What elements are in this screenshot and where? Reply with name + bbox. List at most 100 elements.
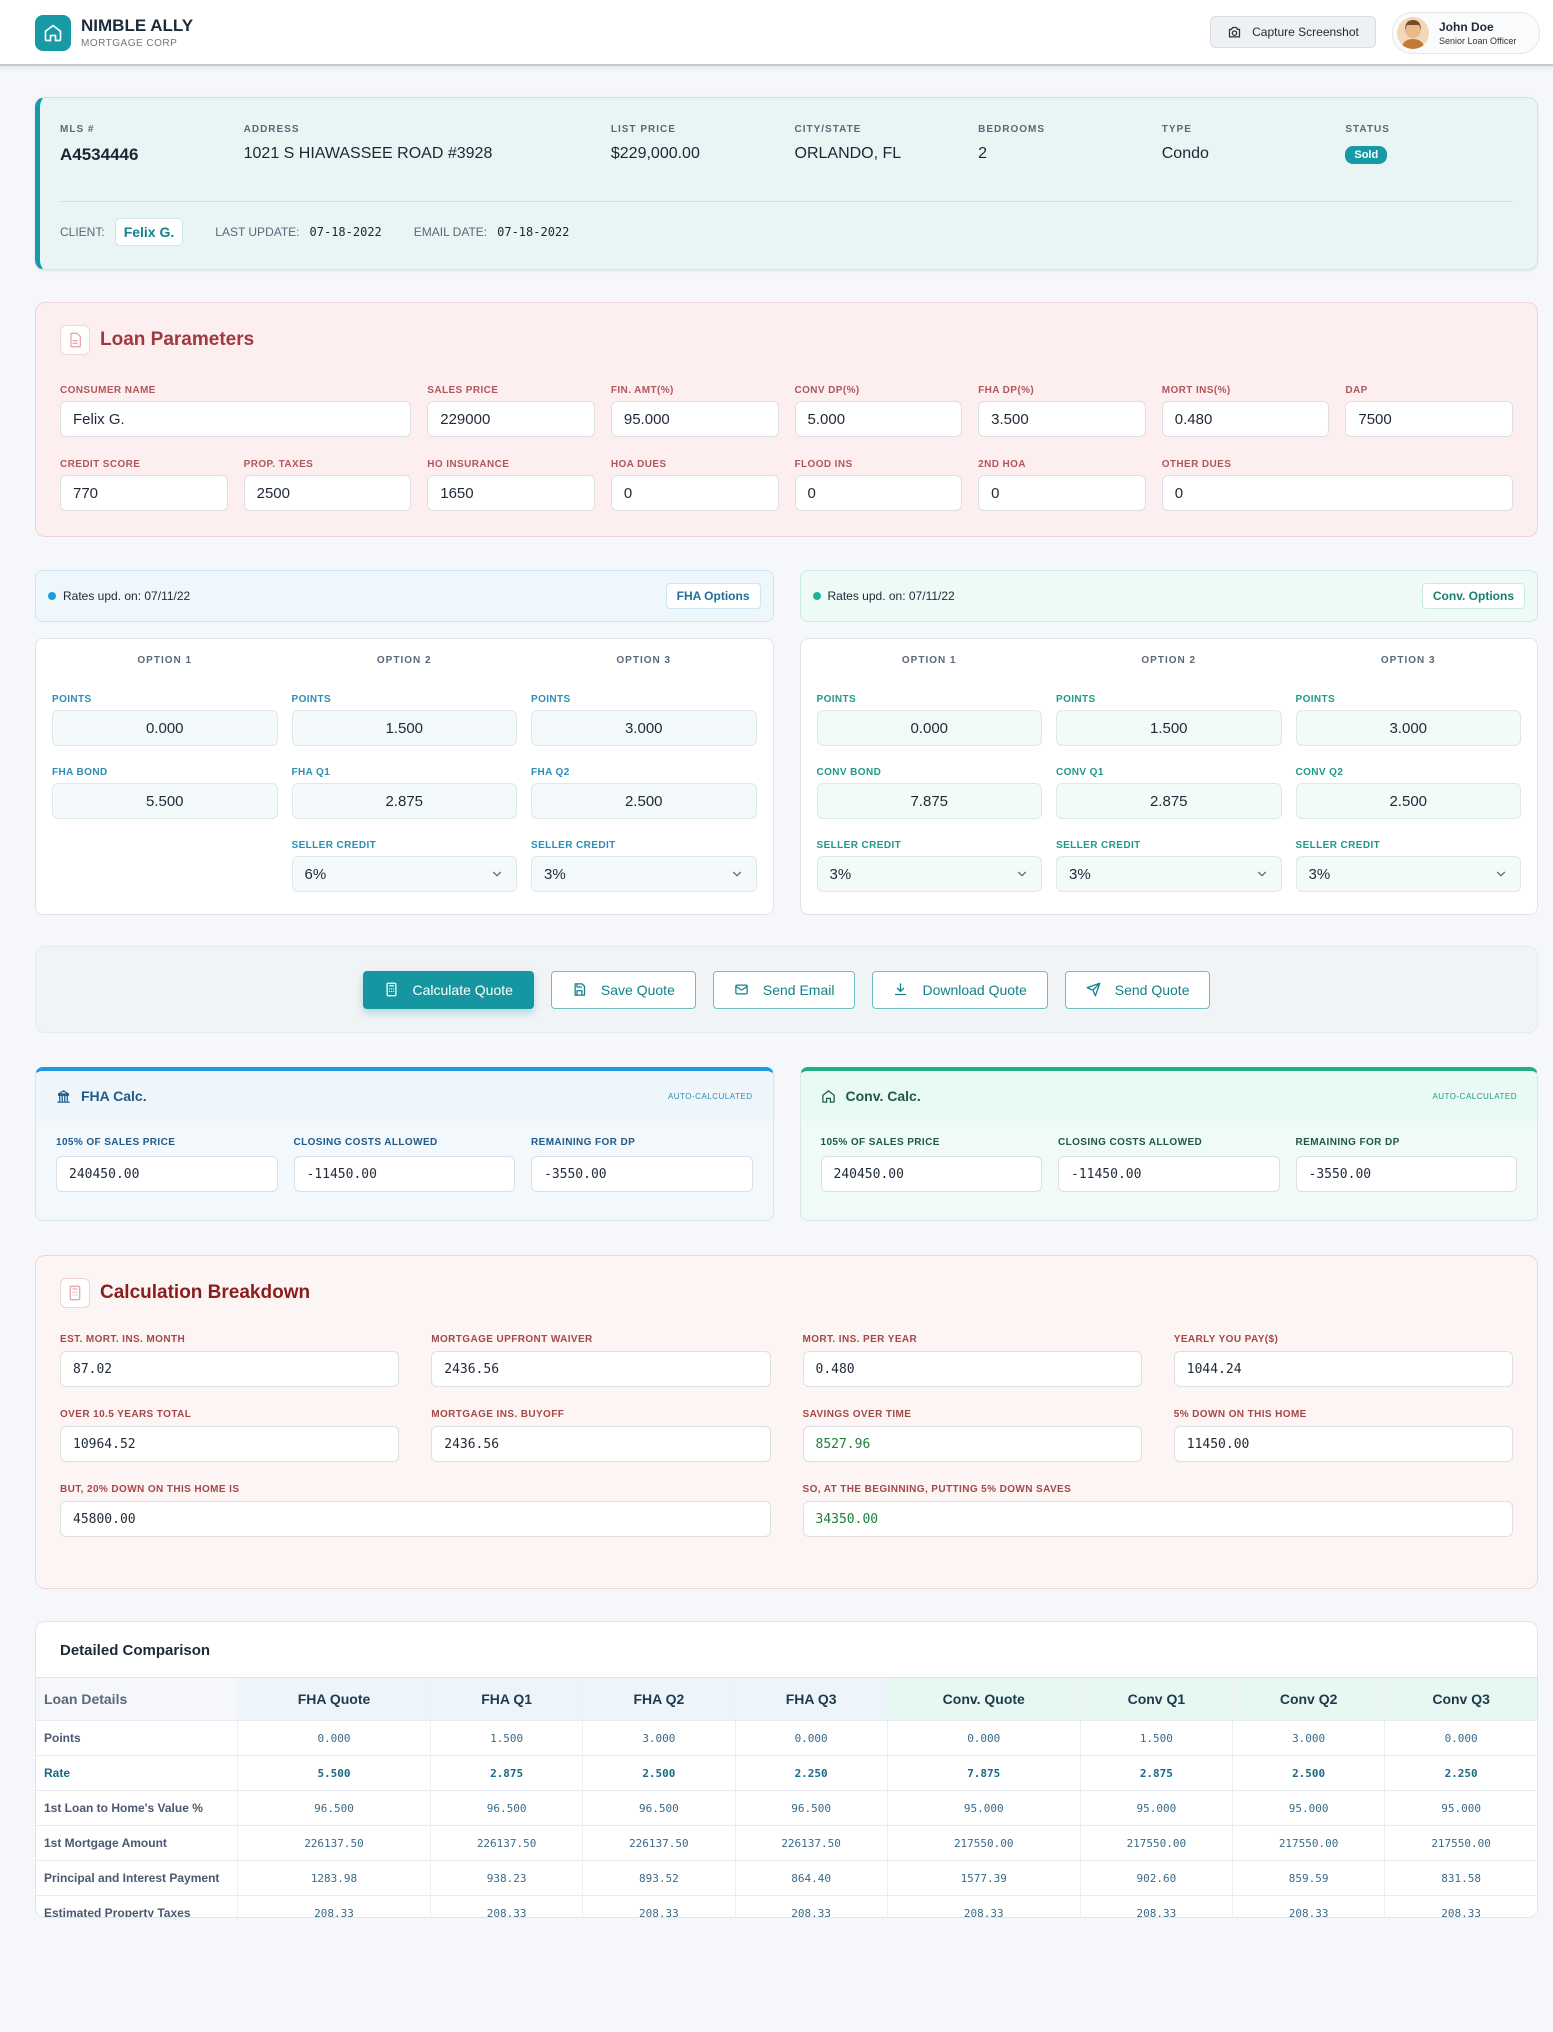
options-button[interactable]: Conv. Options: [1421, 583, 1525, 609]
field-label: SAVINGS OVER TIME: [802, 1409, 912, 1420]
select-box[interactable]: 3%: [1056, 856, 1282, 892]
select-box[interactable]: 3%: [1295, 856, 1521, 892]
input-box[interactable]: 0: [794, 475, 963, 511]
input-box[interactable]: 95.000: [610, 401, 779, 437]
input-box[interactable]: 0: [610, 475, 779, 511]
field-label: CONSUMER NAME: [60, 385, 156, 396]
input-box[interactable]: 0.000: [816, 710, 1042, 746]
cell: 96.500: [429, 1790, 583, 1826]
input-box[interactable]: 5.000: [794, 401, 963, 437]
user-menu[interactable]: John Doe Senior Loan Officer: [1392, 12, 1540, 54]
input-box[interactable]: 5.500: [52, 783, 278, 819]
input-box[interactable]: 1.500: [1056, 710, 1282, 746]
input-box[interactable]: 7.875: [816, 783, 1042, 819]
input-box[interactable]: -11450.00: [1058, 1156, 1280, 1192]
cell: 3.000: [582, 1720, 735, 1756]
input-box[interactable]: -3550.00: [1295, 1156, 1517, 1192]
field: FHA Q1 2.875: [291, 767, 517, 819]
icon: [1257, 871, 1266, 877]
input-box[interactable]: 34350.00: [802, 1501, 1513, 1537]
input-box[interactable]: 0.480: [1161, 401, 1330, 437]
action-button[interactable]: Save Quote: [550, 970, 696, 1009]
options-button[interactable]: FHA Options: [665, 583, 761, 609]
input-box[interactable]: 3.000: [531, 710, 757, 746]
icon: [1229, 26, 1241, 37]
options-card: OPTION 1 POINTS 0.000 CONV BOND 7.875 SELLER …: [799, 638, 1538, 915]
cell: 208.33: [1384, 1895, 1537, 1917]
field: 105% OF SALES PRICE 240450.00: [56, 1137, 278, 1192]
field-label: FHA Q2: [531, 767, 570, 778]
capture-button[interactable]: Capture Screenshot: [1210, 16, 1376, 48]
calc-card: Conv. Calc. AUTO-CALCULATED 105% OF SALES …: [799, 1067, 1538, 1221]
action-button[interactable]: Download Quote: [872, 970, 1048, 1009]
field: FHA Q2 2.500: [531, 767, 757, 819]
calc-tag: AUTO-CALCULATED: [1432, 1091, 1517, 1101]
table-title: Detailed Comparison: [60, 1642, 211, 1659]
field-label: SALES PRICE: [427, 385, 499, 396]
input-box[interactable]: 240450.00: [820, 1156, 1042, 1192]
select-box[interactable]: 3%: [816, 856, 1042, 892]
field: FIN. AMT(%) 95.000: [610, 385, 779, 437]
action-button[interactable]: Send Quote: [1064, 970, 1211, 1009]
action-button[interactable]: Calculate Quote: [362, 970, 534, 1009]
input-box[interactable]: 0: [978, 475, 1146, 511]
field: EST. MORT. INS. MONTH 87.02: [60, 1334, 400, 1387]
input-box[interactable]: 1044.24: [1173, 1351, 1513, 1387]
input-box[interactable]: 8527.96: [802, 1426, 1142, 1462]
input-box[interactable]: 2.500: [1295, 783, 1521, 819]
field: MORTGAGE INS. BUYOFF 2436.56: [431, 1409, 771, 1462]
field: REMAINING FOR DP -3550.00: [1295, 1137, 1517, 1192]
button-label: Calculate Quote: [412, 981, 513, 998]
input-box[interactable]: 2436.56: [431, 1351, 771, 1387]
input-box[interactable]: 229000: [427, 401, 595, 437]
action-bar: Calculate Quote Save Quote Send Email Downl…: [35, 946, 1538, 1033]
cell: 2.250: [1384, 1755, 1537, 1791]
field: POINTS 1.500: [1056, 694, 1282, 746]
action-button[interactable]: Send Email: [712, 970, 856, 1009]
cell: 2.500: [582, 1755, 735, 1791]
input-box[interactable]: Felix G.: [60, 401, 412, 437]
field-label: MLS #: [60, 124, 95, 135]
icon: [57, 1089, 70, 1103]
input-box[interactable]: 0.000: [52, 710, 278, 746]
field-label: OVER 10.5 YEARS TOTAL: [60, 1409, 192, 1420]
input-box[interactable]: 10964.52: [60, 1426, 400, 1462]
icon: [70, 332, 81, 348]
option-header: OPTION 3: [1380, 655, 1436, 666]
field: SAVINGS OVER TIME 8527.96: [802, 1409, 1142, 1462]
field: POINTS 3.000: [1295, 694, 1521, 746]
cell: 0.000: [734, 1720, 888, 1756]
select-box[interactable]: 3%: [531, 856, 757, 892]
status-badge: Sold: [1345, 146, 1388, 164]
input-box[interactable]: 45800.00: [60, 1501, 771, 1537]
input-box[interactable]: 1650: [427, 475, 595, 511]
select-box[interactable]: 6%: [291, 856, 517, 892]
input-box[interactable]: 11450.00: [1173, 1426, 1513, 1462]
field: SELLER CREDIT 3%: [531, 840, 757, 892]
field-label: SELLER CREDIT: [1295, 840, 1381, 851]
input-box[interactable]: 0.480: [802, 1351, 1142, 1387]
input-box[interactable]: 2.500: [531, 783, 757, 819]
input-box[interactable]: 3.000: [1295, 710, 1521, 746]
cell: 95.000: [886, 1790, 1081, 1826]
input-box[interactable]: 1.500: [291, 710, 517, 746]
input-box[interactable]: 240450.00: [56, 1156, 278, 1192]
field: FLOOD INS 0: [794, 459, 963, 511]
input-box[interactable]: 7500: [1345, 401, 1513, 437]
field-label: BUT, 20% DOWN ON THIS HOME IS: [60, 1484, 240, 1495]
input-box[interactable]: 2436.56: [431, 1426, 771, 1462]
input-box[interactable]: 0: [1161, 475, 1513, 511]
input-box[interactable]: 2500: [243, 475, 412, 511]
cell: 5.500: [237, 1755, 431, 1791]
input-box[interactable]: -11450.00: [293, 1156, 515, 1192]
client-chip[interactable]: Felix G.: [114, 218, 184, 246]
input-box[interactable]: 3.500: [978, 401, 1146, 437]
calc-grid: 105% OF SALES PRICE 240450.00 CLOSING COST…: [801, 1121, 1538, 1192]
input-box[interactable]: -3550.00: [531, 1156, 753, 1192]
cell: 217550.00: [886, 1825, 1081, 1861]
field: CONV Q2 2.500: [1295, 767, 1521, 819]
input-box[interactable]: 2.875: [1056, 783, 1282, 819]
input-box[interactable]: 770: [60, 475, 228, 511]
input-box[interactable]: 87.02: [60, 1351, 400, 1387]
input-box[interactable]: 2.875: [291, 783, 517, 819]
